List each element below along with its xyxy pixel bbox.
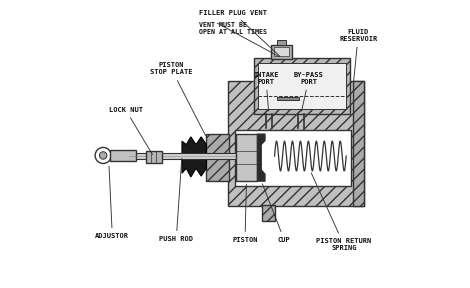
Text: PUSH ROD: PUSH ROD bbox=[159, 158, 193, 242]
Circle shape bbox=[95, 147, 111, 164]
Bar bbox=[353, 81, 364, 206]
Bar bbox=[271, 45, 292, 58]
Text: FLUID
RESERVOIR: FLUID RESERVOIR bbox=[339, 29, 377, 84]
Text: ADJUSTOR: ADJUSTOR bbox=[95, 166, 129, 239]
Text: PISTON
STOP PLATE: PISTON STOP PLATE bbox=[150, 62, 206, 136]
Bar bbox=[262, 205, 275, 221]
Bar bbox=[236, 134, 257, 181]
Bar bbox=[146, 151, 162, 164]
Polygon shape bbox=[182, 137, 206, 177]
Text: CUP: CUP bbox=[262, 184, 290, 243]
Text: PISTON RETURN
SPRING: PISTON RETURN SPRING bbox=[311, 173, 372, 251]
Bar bbox=[277, 40, 286, 45]
Text: BY-PASS
PORT: BY-PASS PORT bbox=[294, 72, 324, 111]
Circle shape bbox=[100, 152, 107, 159]
Bar bbox=[254, 58, 350, 114]
Text: LOCK NUT: LOCK NUT bbox=[109, 107, 152, 155]
Bar bbox=[228, 81, 364, 206]
Bar bbox=[274, 47, 290, 56]
Text: FILLER PLUG VENT: FILLER PLUG VENT bbox=[199, 10, 280, 56]
Bar bbox=[110, 150, 135, 161]
Text: VENT MUST BE
OPEN AT ALL TIMES: VENT MUST BE OPEN AT ALL TIMES bbox=[199, 22, 267, 35]
Text: PISTON: PISTON bbox=[232, 184, 258, 243]
Bar bbox=[276, 97, 299, 100]
Bar bbox=[129, 153, 235, 159]
Polygon shape bbox=[258, 134, 265, 181]
Text: INTAKE
PORT: INTAKE PORT bbox=[253, 72, 279, 111]
Bar bbox=[258, 63, 345, 109]
Bar bbox=[206, 134, 229, 181]
Bar bbox=[235, 130, 351, 185]
